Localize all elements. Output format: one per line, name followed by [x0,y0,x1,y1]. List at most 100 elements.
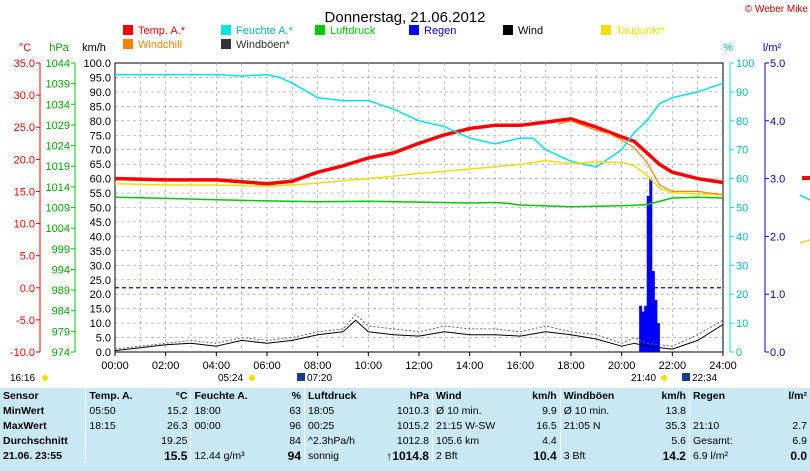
wind-tick: 5.0 [96,333,111,345]
stats-cell: 1012.8 [396,434,429,447]
press-tick: 989 [52,285,70,297]
time-tick: 10:00 [355,360,383,372]
stats-cell: 21:10 [688,418,758,433]
hum-tick: 30 [736,260,748,272]
stats-cell: 3 Bft [559,448,638,463]
stats-cell: 1015.2 [396,419,429,432]
legend-swatch [221,39,231,49]
series-line [114,159,724,196]
legend: Temp. A.* Feuchte A.* Luftdruck Regen Wind Ta… [123,25,666,51]
stats-cell [559,433,638,448]
stats-cell: 5.6 [671,434,686,447]
stats-cell: Temp. A. [85,388,147,403]
temp-tick: 5.0 [20,251,35,263]
stats-cell: 6.9 l/m² [688,448,758,463]
temp-tick: 15.0 [14,186,35,198]
rain-bar [651,271,655,352]
wind-tick: 45.0 [90,217,111,229]
rain-bar [656,323,660,352]
wind-tick: 35.0 [90,246,111,258]
rain-bar [646,195,650,352]
moonrise-left: 16:16 [10,373,35,384]
right-axis-yellow-marker [799,239,810,244]
hum-tick: 10 [736,318,748,330]
time-tick: 06:00 [253,360,281,372]
rain-tick: 2.0 [770,231,785,243]
stats-cell: Durchschnitt [3,434,68,447]
sun-markers: 16:16 05:24 07:20 21:40 22:34 [10,176,810,384]
stats-panel: Sensor Temp. A. °C Feuchte A.% Luftdruck hPa W… [0,388,810,471]
sunrise-icon [249,375,255,381]
stats-cell: 13.8 [665,404,686,417]
stats-cell [190,433,260,448]
right-axis-cyan-marker [799,194,810,201]
stats-cell: 00:25 [303,418,369,433]
stats-cell: km/h [532,389,557,402]
temp-tick: 20.0 [14,154,35,166]
stats-row: Sensor Temp. A. °C Feuchte A.% Luftdruck hPa W… [0,388,810,403]
wind-tick: 20.0 [90,289,111,301]
stats-cell: 105.6 km [431,433,509,448]
stats-cell: Gesamt: [688,433,758,448]
wind-tick: 40.0 [90,231,111,243]
series-line [558,120,724,196]
wind-tick: 55.0 [90,188,111,200]
legend-label: Luftdruck [330,25,376,37]
stats-cell: 21:05 N [559,418,638,433]
stats-cell: 18:00 [190,403,260,418]
wind-tick: 60.0 [90,174,111,186]
stats-cell [757,403,810,418]
legend-swatch [123,39,133,49]
press-tick: 1039 [46,79,70,91]
stats-cell: 84 [289,434,301,447]
hum-tick: 50 [736,203,748,215]
temp-tick: 35.0 [14,58,35,70]
stats-cell: ↑1014.8 [386,448,429,463]
series-line [114,196,724,208]
temp-tick: 10.0 [14,219,35,231]
press-tick: 994 [52,264,70,276]
wind-tick: 75.0 [90,130,111,142]
temp-tick: 0.0 [20,283,35,295]
time-tick: 02:00 [152,360,180,372]
wind-unit: km/h [82,42,106,54]
series-line [114,319,724,352]
time-tick: 04:00 [203,360,231,372]
temp-tick: 25.0 [14,122,35,134]
sunset-icon [661,375,667,381]
rain-bar [649,178,653,352]
rain-tick: 3.0 [770,174,785,186]
hum-tick: 0 [736,347,742,359]
rain-bar [644,305,648,352]
stats-cell: 18:15 [85,418,147,433]
wind-tick: 65.0 [90,159,111,171]
stats-cell: 4.4 [542,434,557,447]
wind-tick: 100.0 [83,58,111,70]
time-tick: 14:00 [456,360,484,372]
stats-cell: 21.06. 23:55 [3,449,62,462]
legend-label: Feuchte A.* [236,25,294,37]
sunset-time: 21:40 [631,373,656,384]
wind-tick: 50.0 [90,203,111,215]
wind-tick: 70.0 [90,145,111,157]
press-tick: 1034 [46,99,70,111]
stats-cell: Sensor [3,389,39,402]
legend-label: Temp. A.* [138,25,186,37]
series-lines [114,73,724,352]
legend-label: Windchill [138,39,182,51]
sun-icon [42,375,48,381]
chart-title: Donnerstag, 21.06.2012 [325,9,486,26]
hum-tick: 20 [736,289,748,301]
stats-cell: sonnig [303,448,369,463]
legend-label: Taupunkt* [616,25,666,37]
legend-swatch [503,25,513,35]
weather-chart: Donnerstag, 21.06.2012 © Weber Mike Temp… [10,4,810,384]
stats-cell: Ø 10 min. [431,403,509,418]
stats-cell: Windböen [559,388,638,403]
rain-tick: 1.0 [770,289,785,301]
hum-tick: 40 [736,231,748,243]
rain-unit: l/m² [763,42,782,54]
wind-tick: 95.0 [90,72,111,84]
stats-cell: Ø 10 min. [559,403,638,418]
legend-swatch [315,25,325,35]
